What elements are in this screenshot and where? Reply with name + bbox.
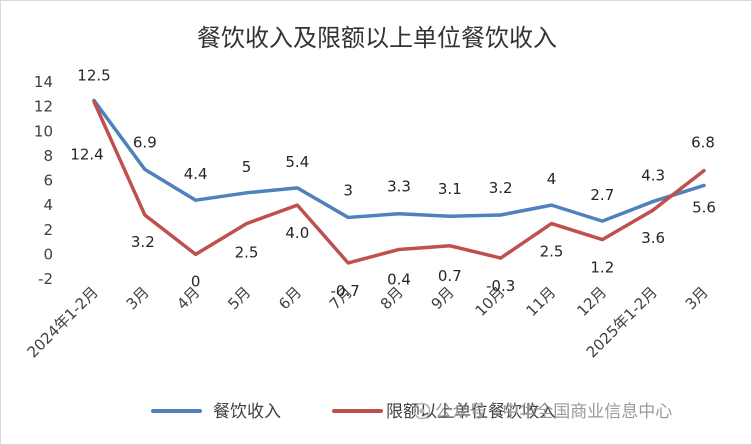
- legend-label-1: 餐饮收入: [213, 402, 281, 422]
- y-tick-label: 8: [43, 147, 53, 165]
- x-tick-label: 11月: [522, 283, 559, 320]
- series-line-2: [92, 99, 706, 265]
- y-tick-label: 4: [43, 196, 53, 214]
- data-label-series-2: 6.8: [691, 134, 715, 152]
- data-label-series-1: 3.2: [489, 179, 513, 197]
- data-label-series-2: 3.2: [131, 233, 155, 251]
- data-label-series-2: 3.6: [641, 229, 665, 247]
- data-label-series-2: 0.4: [387, 270, 411, 288]
- data-label-series-1: 12.5: [77, 66, 110, 84]
- data-label-series-1: 3: [343, 181, 353, 199]
- y-tick-label: 6: [43, 172, 53, 190]
- data-label-series-2: 2.5: [540, 243, 564, 261]
- watermark-logo-icon-dot: [419, 408, 425, 414]
- x-tick-label: 6月: [275, 283, 305, 313]
- watermark-text: 公众号 · 中华全国商业信息中心: [435, 402, 672, 422]
- y-tick-label: 2: [43, 221, 53, 239]
- x-tick-label: 2024年1-2月: [24, 283, 102, 361]
- data-label-series-1: 3.3: [387, 178, 411, 196]
- chart-title: 餐饮收入及限额以上单位餐饮收入: [197, 24, 557, 52]
- data-label-series-1: 4: [547, 170, 557, 188]
- data-label-series-2: 0.7: [438, 267, 462, 285]
- data-label-series-1: 2.7: [590, 186, 614, 204]
- y-tick-label: 12: [34, 98, 53, 116]
- data-label-series-1: 5.4: [285, 153, 309, 171]
- x-tick-label: 5月: [224, 283, 254, 313]
- data-label-series-2: 12.4: [70, 146, 103, 164]
- data-label-layer: 12.5 6.9 4.4 5 5.4 3 3.3 3.1 3.2 4 2.7 4.3 5.6 12.4 3.…: [70, 66, 716, 300]
- x-tick-label: 3月: [682, 283, 712, 313]
- data-label-series-1: 4.4: [184, 165, 208, 183]
- watermark: 公众号 · 中华全国商业信息中心: [413, 402, 672, 422]
- y-tick-label: 10: [34, 122, 53, 140]
- series-layer: [92, 98, 706, 265]
- data-label-series-2: 4.0: [285, 224, 309, 242]
- data-label-series-1: 4.3: [641, 166, 665, 184]
- x-tick-label: 9月: [428, 283, 458, 313]
- data-label-series-2: 2.5: [235, 244, 259, 262]
- y-tick-label: 14: [34, 73, 53, 91]
- data-label-series-1: 5.6: [692, 198, 716, 216]
- y-tick-label: -2: [38, 270, 53, 288]
- x-tick-label: 3月: [123, 283, 153, 313]
- data-label-series-1: 5: [242, 158, 252, 176]
- watermark-logo-icon: [413, 402, 431, 420]
- x-tick-label: 12月: [573, 283, 610, 320]
- data-label-series-2: 1.2: [590, 259, 614, 277]
- data-label-series-2: -0.3: [486, 277, 515, 295]
- data-label-series-2: -0.7: [331, 282, 360, 300]
- series-line-1: [92, 98, 706, 223]
- data-label-series-1: 3.1: [438, 180, 462, 198]
- data-label-series-1: 6.9: [133, 133, 157, 151]
- data-label-series-2: 0: [191, 272, 201, 290]
- y-tick-label: 0: [43, 245, 53, 263]
